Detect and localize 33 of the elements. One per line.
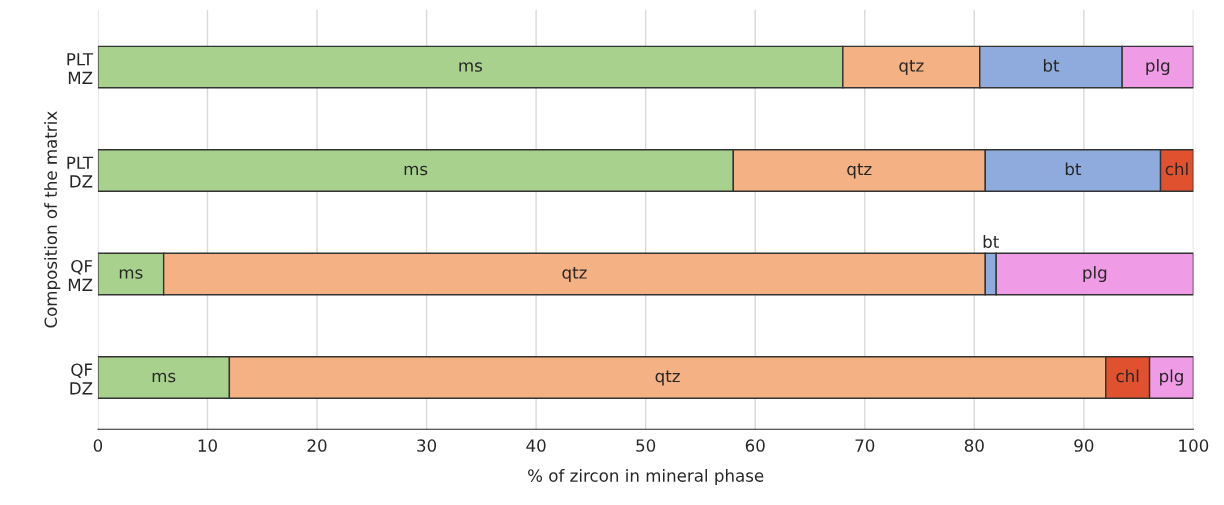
text: ms (152, 372, 176, 383)
x-tick-label: 90 (1074, 439, 1094, 452)
text: bt (1043, 58, 1060, 72)
text: ms (404, 165, 428, 176)
x-tick-label: 60 (745, 439, 765, 452)
x-tick-label: 30 (417, 439, 437, 452)
text: ms (459, 62, 483, 72)
y-tick-label: QF MZ (68, 259, 93, 291)
x-tick-label: 10 (198, 439, 217, 452)
series-label: qtz (899, 59, 924, 76)
text: plg (1083, 265, 1107, 283)
x-tick-label: 40 (526, 439, 546, 452)
x-tick-label: 70 (855, 439, 875, 452)
x-tick-label: 20 (307, 439, 327, 452)
text: qtz (847, 163, 872, 179)
text: bt (1065, 162, 1082, 176)
series-label: bt (983, 235, 999, 249)
text: plg (1146, 58, 1170, 76)
y-tick-label: QF DZ (70, 363, 93, 395)
x-tick-label: 50 (636, 439, 656, 452)
text: qtz (655, 370, 680, 386)
y-tick-label: PLT DZ (67, 156, 94, 188)
text: qtz (562, 266, 587, 283)
series-label: plg (1160, 369, 1183, 386)
series-label: chl (1165, 162, 1188, 176)
x-tick-label: 0 (93, 439, 103, 452)
x-axis-title: % of zircon in mineral phase (528, 468, 764, 486)
text: chl (1116, 369, 1139, 383)
x-tick-label: 100 (1179, 439, 1209, 452)
x-tick-label: 80 (964, 439, 984, 452)
y-axis-title: Composition of the matrix (44, 111, 61, 328)
series-label: ms (119, 269, 143, 279)
y-tick-label: PLT MZ (67, 53, 94, 84)
